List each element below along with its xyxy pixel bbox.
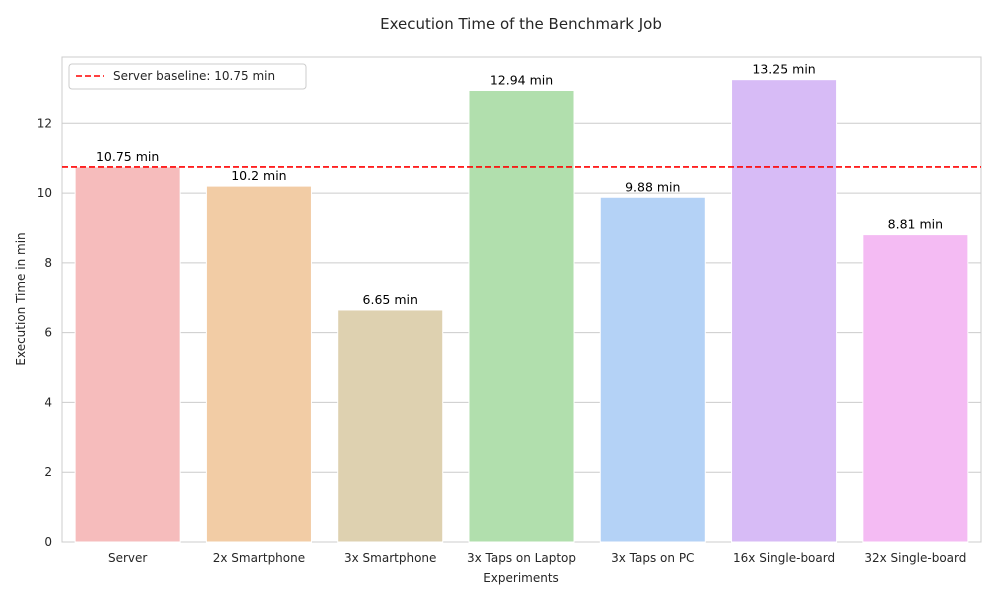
bar-value-label: 10.2 min [231, 168, 286, 183]
x-tick-label: 3x Taps on Laptop [467, 551, 576, 565]
legend-label: Server baseline: 10.75 min [113, 69, 275, 83]
x-tick-label: 16x Single-board [733, 551, 835, 565]
bars [74, 79, 969, 543]
data-labels: 10.75 min 10.2 min 6.65 min 12.94 min 9.88 m… [96, 62, 943, 307]
bar [74, 166, 181, 543]
bar [337, 309, 444, 543]
chart-title: Execution Time of the Benchmark Job [380, 15, 662, 33]
y-tick-label: 2 [44, 465, 52, 479]
bar-value-label: 6.65 min [363, 292, 418, 307]
y-tick-label: 8 [44, 256, 52, 270]
bar [468, 89, 575, 543]
y-tick-label: 4 [44, 395, 52, 409]
x-axis-label: Experiments [483, 571, 559, 585]
bar [599, 196, 706, 543]
bar [862, 234, 969, 543]
x-tick-label: 3x Smartphone [344, 551, 436, 565]
y-tick-label: 12 [37, 116, 52, 130]
y-tick-labels: 0 2 4 6 8 10 12 [37, 116, 52, 549]
x-tick-labels: Server 2x Smartphone 3x Smartphone 3x Taps … [108, 551, 966, 565]
y-tick-label: 6 [44, 326, 52, 340]
bar-value-label: 10.75 min [96, 149, 159, 164]
x-tick-label: Server [108, 551, 147, 565]
y-tick-label: 10 [37, 186, 52, 200]
bar-value-label: 8.81 min [888, 217, 943, 232]
legend: Server baseline: 10.75 min [68, 63, 307, 90]
bar [205, 185, 312, 543]
bar-value-label: 9.88 min [625, 179, 680, 194]
bar [731, 79, 838, 543]
bar-value-label: 12.94 min [490, 72, 553, 87]
x-tick-label: 32x Single-board [864, 551, 966, 565]
y-axis-label: Execution Time in min [14, 232, 28, 365]
x-tick-label: 2x Smartphone [213, 551, 305, 565]
y-tick-label: 0 [44, 535, 52, 549]
bar-value-label: 13.25 min [752, 62, 815, 77]
x-tick-label: 3x Taps on PC [611, 551, 694, 565]
legend-box [68, 63, 307, 90]
